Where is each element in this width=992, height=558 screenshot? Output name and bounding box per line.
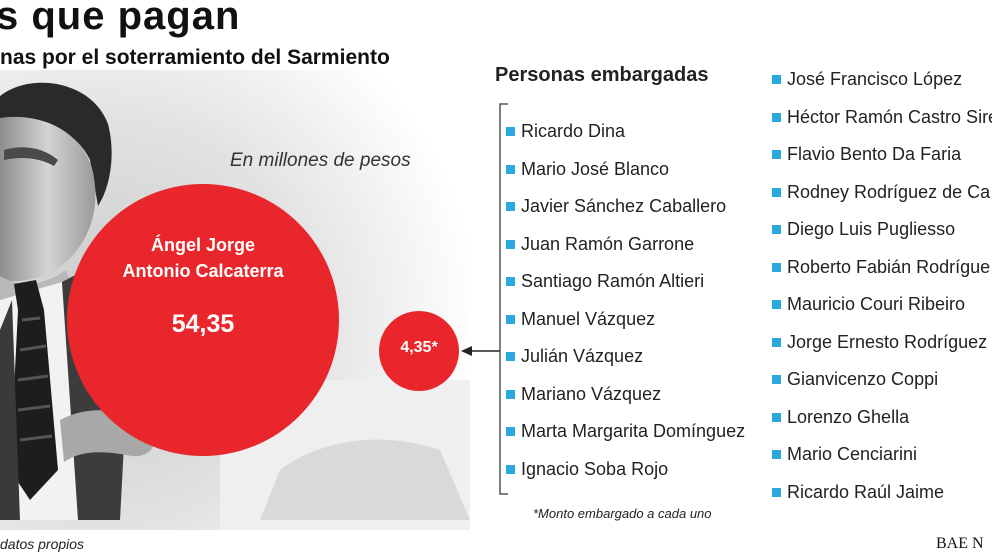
list-item: Santiago Ramón Altieri	[506, 269, 745, 307]
person-name: Flavio Bento Da Faria	[787, 144, 962, 164]
list-item: Marta Margarita Domínguez	[506, 419, 745, 457]
person-name: Santiago Ramón Altieri	[521, 271, 705, 291]
list-item: Juan Ramón Garrone	[506, 232, 745, 270]
person-name: Mario José Blanco	[521, 158, 670, 179]
square-bullet-icon	[506, 277, 515, 286]
chart-title: s que pagan	[0, 0, 241, 38]
list-item: Jorge Ernesto Rodríguez	[772, 330, 992, 368]
bubble-label-line-2: Antonio Calcaterra	[122, 261, 284, 281]
bubble-calcaterra-label: Ángel Jorge Antonio Calcaterra	[100, 232, 306, 284]
list-item: Ricardo Raúl Jaime	[772, 480, 992, 518]
square-bullet-icon	[772, 375, 781, 384]
square-bullet-icon	[772, 300, 781, 309]
person-name: Roberto Fabián Rodrígue	[787, 256, 991, 277]
list-item: Ricardo Dina	[506, 119, 745, 157]
brand-logo: BAE N	[936, 535, 984, 552]
person-name: Mauricio Couri Ribeiro	[787, 294, 966, 314]
list-item: Manuel Vázquez	[506, 307, 745, 345]
list-item: Rodney Rodríguez de Ca	[772, 180, 992, 218]
list-item: Héctor Ramón Castro Sire	[772, 105, 992, 143]
square-bullet-icon	[772, 75, 781, 84]
square-bullet-icon	[506, 127, 515, 136]
square-bullet-icon	[772, 450, 781, 459]
list-item: Mario José Blanco	[506, 157, 745, 195]
person-name: Julián Vázquez	[521, 346, 644, 366]
person-name: Héctor Ramón Castro Sire	[787, 106, 992, 127]
square-bullet-icon	[772, 412, 781, 422]
square-bullet-icon	[506, 352, 515, 361]
square-bullet-icon	[772, 225, 781, 234]
person-name: Javier Sánchez Caballero	[521, 196, 727, 216]
bubble-calcaterra	[67, 184, 339, 456]
square-bullet-icon	[772, 487, 781, 497]
unit-note: En millones de pesos	[230, 150, 411, 171]
square-bullet-icon	[506, 389, 515, 399]
square-bullet-icon	[772, 150, 781, 159]
square-bullet-icon	[506, 314, 515, 324]
square-bullet-icon	[506, 202, 515, 211]
list-item: Mario Cenciarini	[772, 442, 992, 480]
person-name: Juan Ramón Garrone	[521, 233, 695, 254]
person-name: Mario Cenciarini	[787, 444, 918, 464]
list-item: Gianvicenzo Coppi	[772, 367, 992, 405]
list-item: Roberto Fabián Rodrígue	[772, 255, 992, 293]
list-item: Mariano Vázquez	[506, 382, 745, 420]
list-item: Mauricio Couri Ribeiro	[772, 292, 992, 330]
name-list-column-1: Ricardo Dina Mario José Blanco Javier Sánc…	[506, 119, 745, 494]
person-name: Ricardo Dina	[521, 121, 626, 141]
bubble-embargo-each	[379, 311, 459, 391]
arrow-head-icon	[461, 346, 472, 356]
footnote: *Monto embargado a cada uno	[533, 506, 712, 521]
square-bullet-icon	[772, 187, 781, 197]
person-name: Gianvicenzo Coppi	[787, 369, 939, 389]
person-name: Jorge Ernesto Rodríguez	[787, 331, 988, 352]
square-bullet-icon	[772, 337, 781, 347]
list-item: Javier Sánchez Caballero	[506, 194, 745, 232]
person-name: Lorenzo Ghella	[787, 406, 910, 427]
list-bracket	[499, 103, 508, 495]
person-name: José Francisco López	[787, 69, 963, 89]
square-bullet-icon	[506, 427, 515, 436]
person-name: Ricardo Raúl Jaime	[787, 481, 945, 502]
list-item: Julián Vázquez	[506, 344, 745, 382]
source-note: datos propios	[0, 536, 85, 552]
square-bullet-icon	[506, 239, 515, 249]
person-name: Mariano Vázquez	[521, 383, 662, 404]
bubble-embargo-each-value: 4,35*	[400, 339, 438, 356]
person-name: Ignacio Soba Rojo	[521, 458, 669, 479]
list-item: José Francisco López	[772, 67, 992, 105]
person-name: Manuel Vázquez	[521, 308, 656, 329]
list-item: Ignacio Soba Rojo	[506, 457, 745, 495]
person-name: Marta Margarita Domínguez	[521, 421, 746, 441]
list-item: Flavio Bento Da Faria	[772, 142, 992, 180]
list-item: Diego Luis Pugliesso	[772, 217, 992, 255]
person-name: Rodney Rodríguez de Ca	[787, 181, 991, 202]
list-heading: Personas embargadas	[495, 64, 709, 86]
bubble-calcaterra-value: 54,35	[171, 310, 235, 338]
square-bullet-icon	[506, 464, 515, 474]
square-bullet-icon	[772, 112, 781, 122]
name-list-column-2: José Francisco López Héctor Ramón Castro …	[772, 67, 992, 517]
person-name: Diego Luis Pugliesso	[787, 219, 956, 239]
chart-subtitle: nas por el soterramiento del Sarmiento	[0, 46, 390, 69]
square-bullet-icon	[506, 164, 515, 174]
list-item: Lorenzo Ghella	[772, 405, 992, 443]
square-bullet-icon	[772, 262, 781, 272]
bubble-label-line-1: Ángel Jorge	[150, 235, 256, 255]
